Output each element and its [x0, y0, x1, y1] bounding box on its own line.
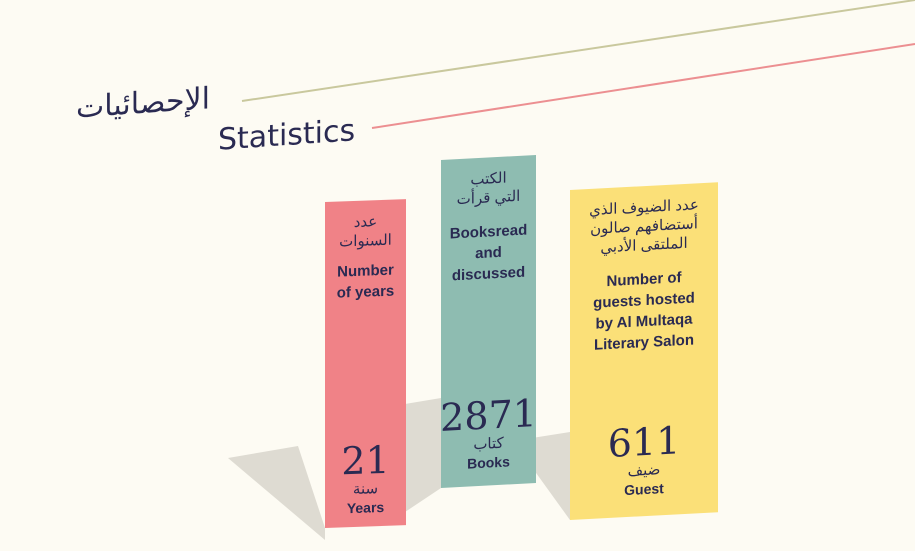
years-label-english-line2: of years — [336, 282, 395, 302]
years-unit-english: Years — [346, 498, 385, 517]
years-label-english: Number — [337, 261, 394, 281]
pink-accent-line — [371, 43, 915, 129]
years-unit-arabic: سنة — [352, 480, 379, 499]
guests-stat-card: عدد الضيوف الذي أستضافهم صالون الملتقى ا… — [570, 182, 718, 520]
books-unit-arabic: كتاب — [473, 434, 504, 454]
books-label-arabic-line2: التي قرأت — [456, 187, 521, 209]
books-label-english-line3: discussed — [451, 263, 526, 285]
years-shadow — [228, 446, 325, 540]
books-unit-english: Books — [467, 453, 510, 472]
books-label-english: Booksread — [449, 221, 528, 243]
books-label-english-line2: and — [475, 243, 502, 263]
books-value: 2871 — [440, 390, 537, 441]
years-label-arabic-line2: السنوات — [339, 231, 392, 251]
guests-label-arabic-line3: الملتقى الأدبي — [600, 234, 688, 257]
olive-accent-line — [241, 0, 915, 102]
guests-value: 611 — [607, 418, 681, 467]
years-stat-card: عدد السنوات Number of years 21 سنة Years — [325, 199, 406, 528]
years-label-arabic: عدد — [353, 213, 378, 231]
books-label-arabic: الكتب — [470, 169, 507, 189]
guests-unit-arabic: ضيف — [627, 461, 661, 480]
years-value: 21 — [341, 437, 390, 484]
books-stat-card: الكتب التي قرأت Booksread and discussed … — [440, 155, 537, 489]
guests-unit-english: Guest — [624, 480, 664, 499]
books-shadow — [405, 398, 441, 512]
guests-label-english-line4: Literary Salon — [593, 331, 695, 354]
